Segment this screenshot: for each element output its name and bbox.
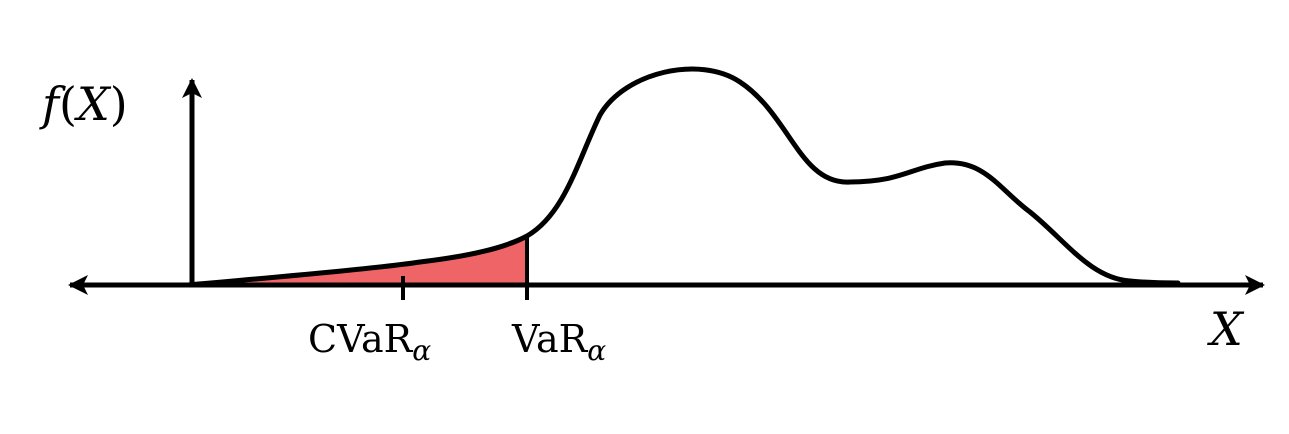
cvar-label: CVaRα [308,317,431,367]
y-axis-label: f(X) [39,77,128,131]
x-axis-label: X [1207,302,1245,356]
density-curve [185,66,1181,288]
tail-area [188,236,527,285]
var-label: VaRα [511,317,606,367]
